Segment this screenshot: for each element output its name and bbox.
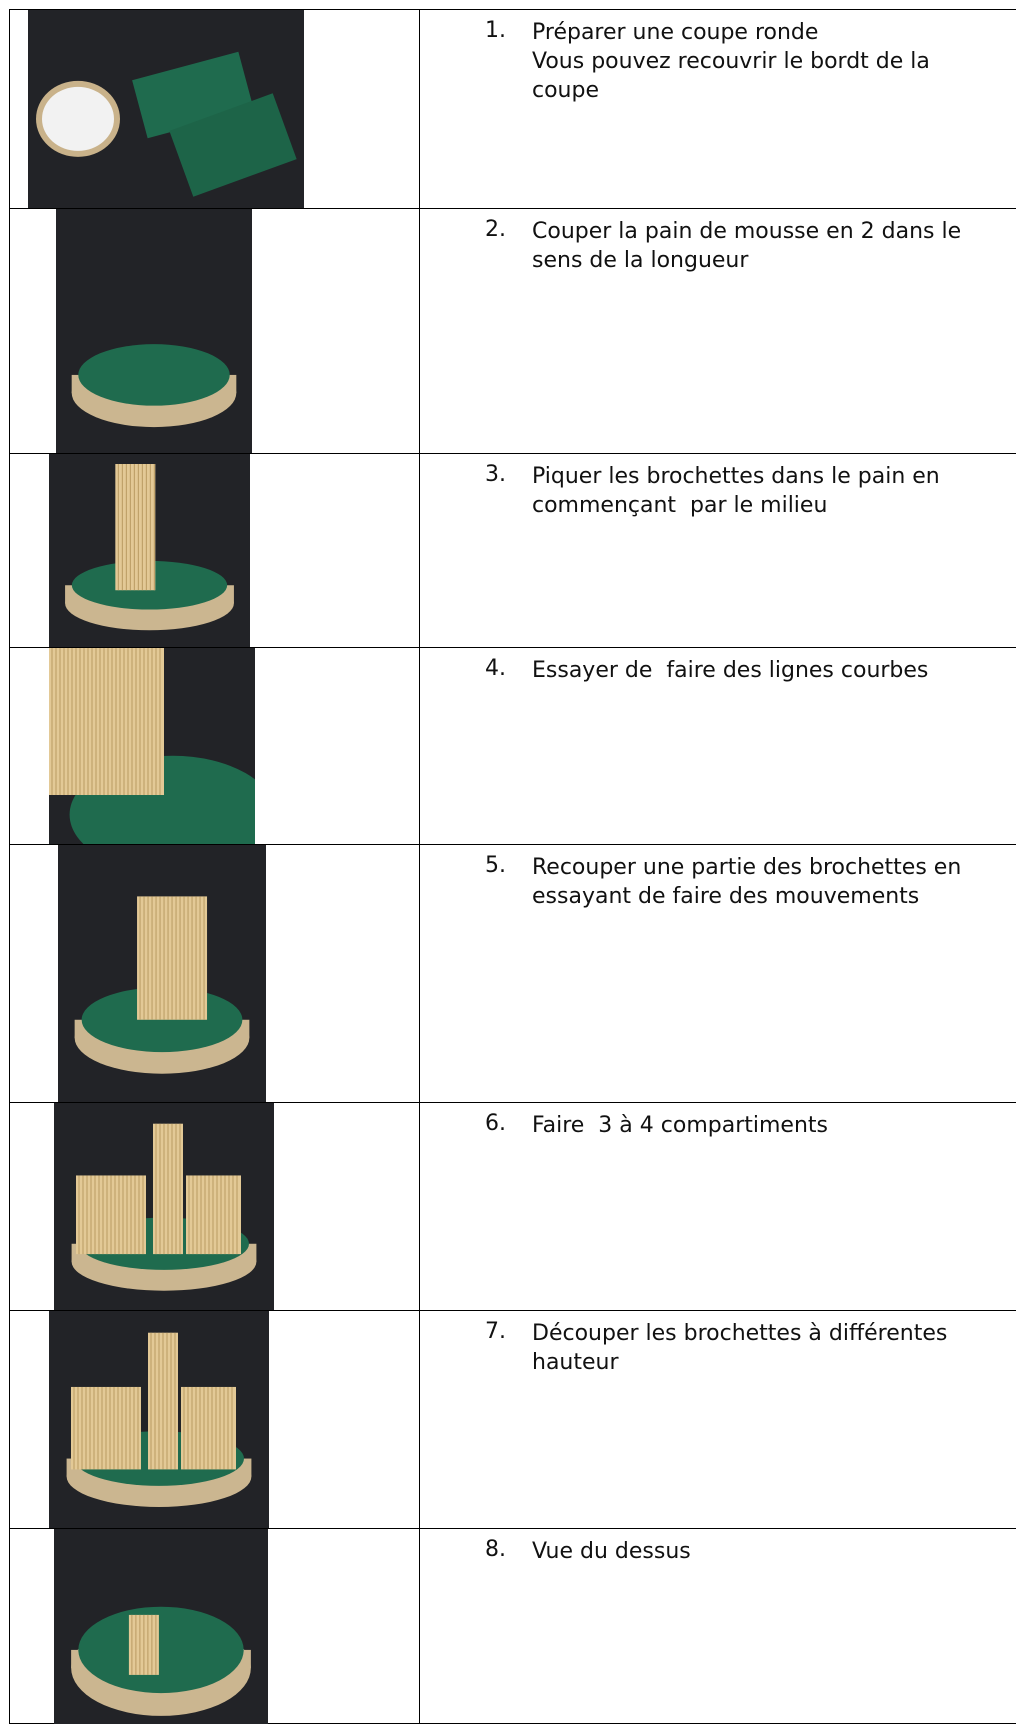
step-row: 5. Recouper une partie des brochettes en … xyxy=(9,844,1016,1102)
step-row: 1. Préparer une coupe ronde Vous pouvez re… xyxy=(9,9,1016,208)
skewers xyxy=(115,464,156,591)
skewers xyxy=(49,648,164,795)
step-photo xyxy=(28,10,304,208)
step-photo xyxy=(54,1529,268,1724)
column-divider xyxy=(419,454,420,647)
step-text: Préparer une coupe ronde Vous pouvez reco… xyxy=(532,18,1002,105)
step-text: Vue du dessus xyxy=(532,1537,1002,1566)
step-number: 2. xyxy=(485,217,506,242)
step-row: 2. Couper la pain de mousse en 2 dans le … xyxy=(9,208,1016,453)
bowl xyxy=(42,86,114,151)
column-divider xyxy=(419,209,420,453)
column-divider xyxy=(419,1103,420,1310)
step-photo xyxy=(58,845,266,1102)
step-text-line: Recouper une partie des brochettes en es… xyxy=(532,855,969,909)
step-text-line: Couper la pain de mousse en 2 dans le se… xyxy=(532,219,969,273)
step-row: 4. Essayer de faire des lignes courbes xyxy=(9,647,1016,844)
step-text: Piquer les brochettes dans le pain en co… xyxy=(532,462,1002,520)
step-photo xyxy=(49,648,255,844)
foam xyxy=(169,93,297,197)
column-divider xyxy=(419,648,420,844)
step-text: Couper la pain de mousse en 2 dans le se… xyxy=(532,217,1002,275)
step-number: 4. xyxy=(485,656,506,681)
column-divider xyxy=(419,1529,420,1723)
step-number: 5. xyxy=(485,853,506,878)
step-text-line: Vous pouvez recouvrir le bordt de la cou… xyxy=(532,49,937,103)
step-text: Essayer de faire des lignes courbes xyxy=(532,656,1002,685)
step-text: Faire 3 à 4 compartiments xyxy=(532,1111,1002,1140)
foam-top xyxy=(78,1606,244,1694)
step-text-line: Piquer les brochettes dans le pain en co… xyxy=(532,464,947,518)
step-photo xyxy=(54,1103,274,1310)
step-text: Recouper une partie des brochettes en es… xyxy=(532,853,1002,911)
step-number: 8. xyxy=(485,1537,506,1562)
step-text-line: Faire 3 à 4 compartiments xyxy=(532,1113,828,1138)
step-photo xyxy=(49,454,250,647)
step-row: 3. Piquer les brochettes dans le pain en … xyxy=(9,453,1016,647)
step-row: 7. Découper les brochettes à différentes … xyxy=(9,1310,1016,1528)
step-row: 8. Vue du dessus xyxy=(9,1528,1016,1724)
column-divider xyxy=(419,1311,420,1528)
step-number: 6. xyxy=(485,1111,506,1136)
step-photo xyxy=(49,1311,269,1528)
column-divider xyxy=(419,845,420,1102)
step-text-line: Préparer une coupe ronde xyxy=(532,20,819,45)
step-text-line: Vue du dessus xyxy=(532,1539,691,1564)
step-text-line: Découper les brochettes à différentes ha… xyxy=(532,1321,955,1375)
step-number: 7. xyxy=(485,1319,506,1344)
foam-top xyxy=(78,344,230,406)
step-row: 6. Faire 3 à 4 compartiments xyxy=(9,1102,1016,1310)
step-text-line: Essayer de faire des lignes courbes xyxy=(532,658,929,683)
step-number: 1. xyxy=(485,18,506,43)
step-text: Découper les brochettes à différentes ha… xyxy=(532,1319,1002,1377)
step-number: 3. xyxy=(485,462,506,487)
column-divider xyxy=(419,10,420,208)
step-photo xyxy=(56,209,252,453)
